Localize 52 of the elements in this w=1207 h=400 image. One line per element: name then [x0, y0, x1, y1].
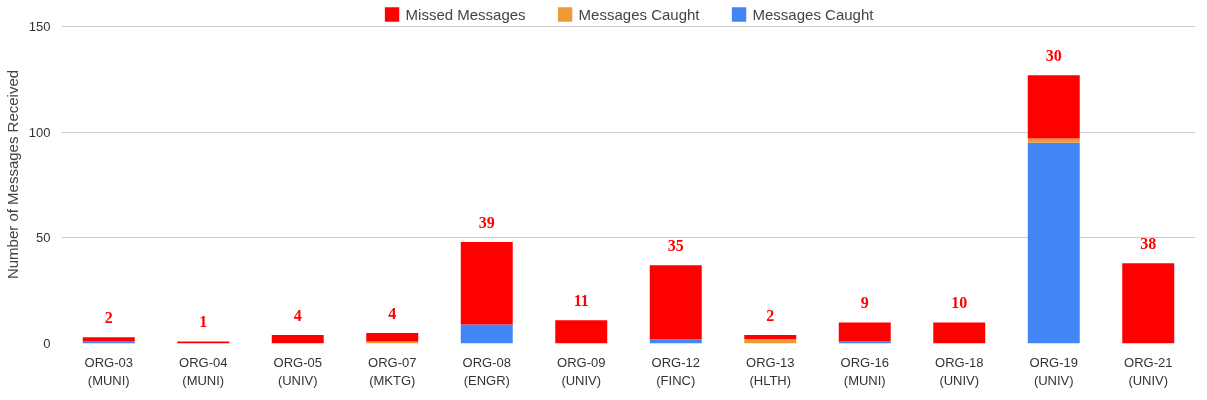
bar	[1027, 142, 1080, 344]
bar	[1027, 138, 1080, 143]
x-tick-label: ORG-18 (UNIV)	[935, 354, 984, 388]
bar	[177, 341, 230, 344]
bar	[933, 322, 986, 344]
data-label: 30	[1045, 47, 1062, 65]
data-label: 38	[1140, 235, 1157, 253]
x-tick-label: ORG-09 (UNIV)	[557, 354, 606, 388]
bar	[838, 341, 891, 344]
bar	[838, 322, 891, 342]
x-tick-label: ORG-21 (UNIV)	[1124, 354, 1173, 388]
x-tick-label: ORG-12 (FINC)	[651, 354, 700, 388]
data-label: 11	[573, 292, 589, 310]
bar	[1122, 263, 1175, 344]
bar	[555, 320, 608, 344]
x-tick-label: ORG-05 (UNIV)	[273, 354, 322, 388]
bar	[1027, 75, 1080, 139]
data-label: 2	[104, 309, 113, 327]
x-tick-label: ORG-03 (MUNI)	[84, 354, 133, 388]
x-tick-label: ORG-08 (ENGR)	[462, 354, 511, 388]
x-tick-label: ORG-19 (UNIV)	[1029, 354, 1078, 388]
data-label: 4	[388, 304, 397, 322]
data-label: 35	[667, 237, 684, 255]
bar	[82, 341, 135, 344]
data-label: 2	[766, 307, 775, 325]
y-axis-title: Number of Messages Received	[3, 69, 21, 280]
y-tick-label: 100	[28, 124, 51, 140]
legend-label: Messages Caught	[578, 5, 700, 23]
data-label: 9	[860, 294, 869, 312]
y-tick-label: 150	[28, 19, 51, 35]
x-tick-label: ORG-04 (MUNI)	[179, 354, 228, 388]
x-tick-label: ORG-13 (HLTH)	[746, 354, 795, 388]
data-label: 1	[199, 313, 208, 331]
bar	[82, 337, 135, 342]
data-label: 4	[293, 307, 302, 325]
bar	[744, 339, 797, 344]
y-tick-label: 0	[43, 336, 51, 351]
data-label: 10	[951, 294, 968, 312]
legend-label: Messages Caught	[752, 5, 874, 23]
bar	[649, 339, 702, 344]
bar	[366, 332, 419, 342]
data-label: 39	[478, 214, 495, 232]
y-tick-label: 50	[36, 230, 51, 246]
bar	[649, 265, 702, 340]
x-tick-label: ORG-16 (MUNI)	[840, 354, 889, 388]
x-tick-label: ORG-07 (MKTG)	[368, 354, 417, 388]
bar	[744, 335, 797, 340]
bar	[366, 341, 419, 344]
bar	[460, 324, 513, 344]
bar	[460, 242, 513, 325]
bar	[271, 335, 324, 344]
legend-label: Missed Messages	[405, 5, 526, 23]
